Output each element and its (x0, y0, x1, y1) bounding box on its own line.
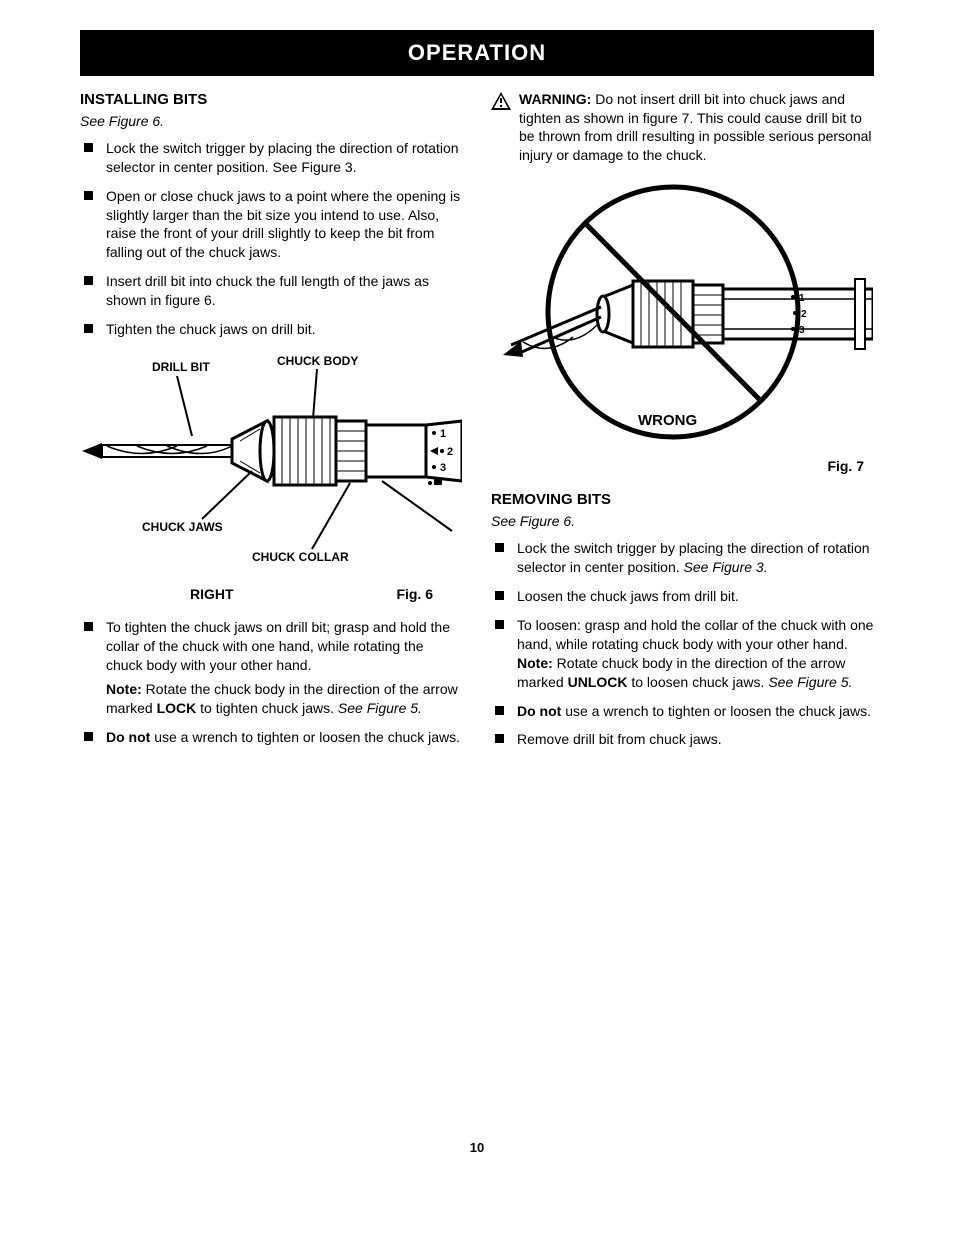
list-item: Lock the switch trigger by placing the d… (491, 539, 874, 577)
list-item: Do not use a wrench to tighten or loosen… (80, 728, 463, 747)
figure-7-illustration: 1 2 3 WRONG (493, 177, 873, 457)
warning-label: WARNING: (519, 91, 591, 107)
label-drill-bit: DRILL BIT (152, 360, 210, 374)
label-chuck-jaws: CHUCK JAWS (142, 520, 223, 534)
label-chuck-collar: CHUCK COLLAR (252, 550, 349, 564)
section-header: OPERATION (80, 30, 874, 76)
figure-6-caption: Fig. 6 (396, 585, 433, 604)
page-number: 10 (80, 1139, 874, 1157)
list-item: Tighten the chuck jaws on drill bit. (80, 320, 463, 339)
bullet-text: Loosen the chuck jaws from drill bit. (517, 588, 739, 604)
svg-text:3: 3 (440, 462, 446, 474)
list-item: To tighten the chuck jaws on drill bit; … (80, 618, 463, 718)
svg-text:3: 3 (799, 325, 805, 336)
list-item: Lock the switch trigger by placing the d… (80, 139, 463, 177)
list-item: Open or close chuck jaws to a point wher… (80, 187, 463, 263)
svg-text:2: 2 (801, 309, 807, 320)
installing-heading: INSTALLING BITS (80, 90, 463, 110)
list-item: To loosen: grasp and hold the collar of … (491, 616, 874, 692)
bullet-text: Insert drill bit into chuck the full len… (106, 273, 429, 308)
list-item: Loosen the chuck jaws from drill bit. (491, 587, 874, 606)
figure-6-illustration: DRILL BIT CHUCK BODY (82, 351, 462, 581)
figure-7-result: WRONG (638, 412, 697, 429)
warning-text: WARNING: Do not insert drill bit into ch… (519, 90, 874, 166)
figure-6: DRILL BIT CHUCK BODY (80, 351, 463, 604)
svg-text:1: 1 (440, 428, 446, 440)
bullet-text: To tighten the chuck jaws on drill bit; … (106, 619, 450, 673)
list-item: Do not use a wrench to tighten or loosen… (491, 702, 874, 721)
figure-6-result: RIGHT (190, 585, 234, 604)
installing-bullets-top: Lock the switch trigger by placing the d… (80, 139, 463, 339)
right-column: WARNING: Do not insert drill bit into ch… (491, 90, 874, 760)
bullet-text: Lock the switch trigger by placing the d… (517, 540, 870, 575)
bullet-text: Remove drill bit from chuck jaws. (517, 731, 722, 747)
label-chuck-body: CHUCK BODY (277, 354, 358, 368)
removing-see-figure: See Figure 6. (491, 512, 874, 531)
bullet-text: Lock the switch trigger by placing the d… (106, 140, 459, 175)
figure-7-caption: Fig. 7 (491, 457, 874, 476)
bullet-text: Do not use a wrench to tighten or loosen… (517, 703, 871, 719)
bullet-text: To loosen: grasp and hold the collar of … (517, 617, 873, 690)
svg-text:2: 2 (447, 446, 453, 458)
bullet-text: Tighten the chuck jaws on drill bit. (106, 321, 316, 337)
installing-see-figure: See Figure 6. (80, 112, 463, 131)
warning-icon (491, 92, 511, 110)
removing-bullets: Lock the switch trigger by placing the d… (491, 539, 874, 749)
installing-bullets-bottom: To tighten the chuck jaws on drill bit; … (80, 618, 463, 747)
warning-block: WARNING: Do not insert drill bit into ch… (491, 90, 874, 166)
list-item: Remove drill bit from chuck jaws. (491, 730, 874, 749)
bullet-text: Open or close chuck jaws to a point wher… (106, 188, 460, 261)
list-item: Insert drill bit into chuck the full len… (80, 272, 463, 310)
two-column-layout: INSTALLING BITS See Figure 6. Lock the s… (80, 90, 874, 760)
figure-7: 1 2 3 WRONG Fig. 7 (491, 177, 874, 476)
left-column: INSTALLING BITS See Figure 6. Lock the s… (80, 90, 463, 760)
removing-heading: REMOVING BITS (491, 490, 874, 510)
bullet-note: Note: Rotate the chuck body in the direc… (106, 680, 463, 718)
